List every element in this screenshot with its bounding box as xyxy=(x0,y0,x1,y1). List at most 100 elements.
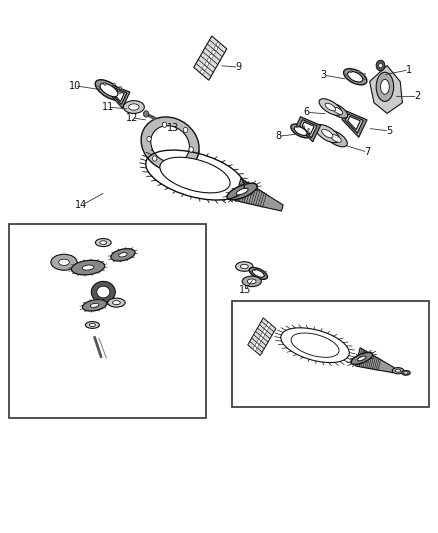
Polygon shape xyxy=(109,85,130,108)
Ellipse shape xyxy=(242,276,261,287)
Ellipse shape xyxy=(236,262,253,271)
Circle shape xyxy=(205,62,208,66)
Ellipse shape xyxy=(333,107,343,114)
Circle shape xyxy=(253,346,257,351)
Ellipse shape xyxy=(141,117,199,172)
Circle shape xyxy=(189,147,193,152)
Text: 7: 7 xyxy=(364,147,371,157)
Circle shape xyxy=(345,74,347,76)
Text: 11: 11 xyxy=(102,102,114,112)
Circle shape xyxy=(261,333,265,337)
Circle shape xyxy=(201,70,204,74)
Circle shape xyxy=(104,83,106,86)
Ellipse shape xyxy=(376,72,394,101)
Ellipse shape xyxy=(348,71,363,82)
Ellipse shape xyxy=(100,83,118,96)
Circle shape xyxy=(265,271,266,273)
Ellipse shape xyxy=(396,369,401,372)
Circle shape xyxy=(350,70,352,73)
Text: 2: 2 xyxy=(414,91,421,101)
Ellipse shape xyxy=(91,281,115,303)
Polygon shape xyxy=(297,117,321,142)
Polygon shape xyxy=(160,157,230,193)
Ellipse shape xyxy=(97,286,110,298)
Ellipse shape xyxy=(321,130,333,138)
Circle shape xyxy=(265,326,268,330)
Circle shape xyxy=(214,46,218,51)
Ellipse shape xyxy=(89,324,95,327)
Polygon shape xyxy=(351,352,373,365)
Ellipse shape xyxy=(95,80,123,100)
Ellipse shape xyxy=(151,126,190,163)
Circle shape xyxy=(358,70,360,72)
Ellipse shape xyxy=(402,370,410,375)
Ellipse shape xyxy=(119,253,127,257)
Circle shape xyxy=(152,156,157,161)
Bar xyxy=(232,301,428,407)
Ellipse shape xyxy=(331,134,341,142)
Circle shape xyxy=(297,126,298,128)
Circle shape xyxy=(257,340,261,344)
Polygon shape xyxy=(300,119,317,138)
Circle shape xyxy=(210,54,213,58)
Ellipse shape xyxy=(294,126,307,135)
Circle shape xyxy=(292,128,293,130)
Ellipse shape xyxy=(236,188,248,195)
Ellipse shape xyxy=(129,104,139,110)
Circle shape xyxy=(97,86,99,89)
Ellipse shape xyxy=(85,321,99,328)
Ellipse shape xyxy=(252,270,264,277)
Text: 14: 14 xyxy=(75,200,88,211)
Circle shape xyxy=(260,269,262,271)
Circle shape xyxy=(376,60,385,71)
Ellipse shape xyxy=(124,101,145,114)
Circle shape xyxy=(303,126,305,128)
Ellipse shape xyxy=(315,125,339,143)
Ellipse shape xyxy=(291,333,339,357)
Text: 1: 1 xyxy=(406,65,412,75)
Text: 8: 8 xyxy=(275,131,281,141)
Ellipse shape xyxy=(240,264,248,269)
Circle shape xyxy=(259,336,262,341)
Polygon shape xyxy=(248,318,276,356)
Ellipse shape xyxy=(392,368,404,374)
Text: 3: 3 xyxy=(321,70,327,80)
Circle shape xyxy=(162,122,166,127)
Polygon shape xyxy=(112,88,127,104)
Text: 5: 5 xyxy=(386,126,392,136)
Text: 15: 15 xyxy=(239,286,251,295)
Polygon shape xyxy=(291,333,339,357)
Circle shape xyxy=(364,73,365,76)
Ellipse shape xyxy=(113,301,120,305)
Circle shape xyxy=(254,269,256,271)
Polygon shape xyxy=(345,114,363,133)
Polygon shape xyxy=(356,348,394,373)
Ellipse shape xyxy=(108,298,125,307)
Ellipse shape xyxy=(291,124,311,138)
Ellipse shape xyxy=(328,103,348,118)
Circle shape xyxy=(308,132,310,134)
Ellipse shape xyxy=(357,356,366,361)
Ellipse shape xyxy=(59,259,69,265)
Text: 10: 10 xyxy=(69,81,81,91)
Ellipse shape xyxy=(100,241,107,244)
Text: 9: 9 xyxy=(236,62,242,72)
Ellipse shape xyxy=(247,279,256,284)
Circle shape xyxy=(364,77,366,80)
Polygon shape xyxy=(342,111,367,138)
Circle shape xyxy=(208,58,211,62)
Bar xyxy=(10,224,206,418)
Circle shape xyxy=(263,329,266,334)
Polygon shape xyxy=(111,249,135,261)
Ellipse shape xyxy=(325,103,336,111)
Polygon shape xyxy=(71,260,105,275)
Ellipse shape xyxy=(82,265,94,270)
Circle shape xyxy=(250,271,252,273)
Text: 6: 6 xyxy=(303,107,309,117)
Polygon shape xyxy=(159,144,183,173)
Circle shape xyxy=(173,161,178,166)
Circle shape xyxy=(267,323,270,327)
Ellipse shape xyxy=(173,166,185,178)
Circle shape xyxy=(212,50,215,54)
Ellipse shape xyxy=(319,99,342,115)
